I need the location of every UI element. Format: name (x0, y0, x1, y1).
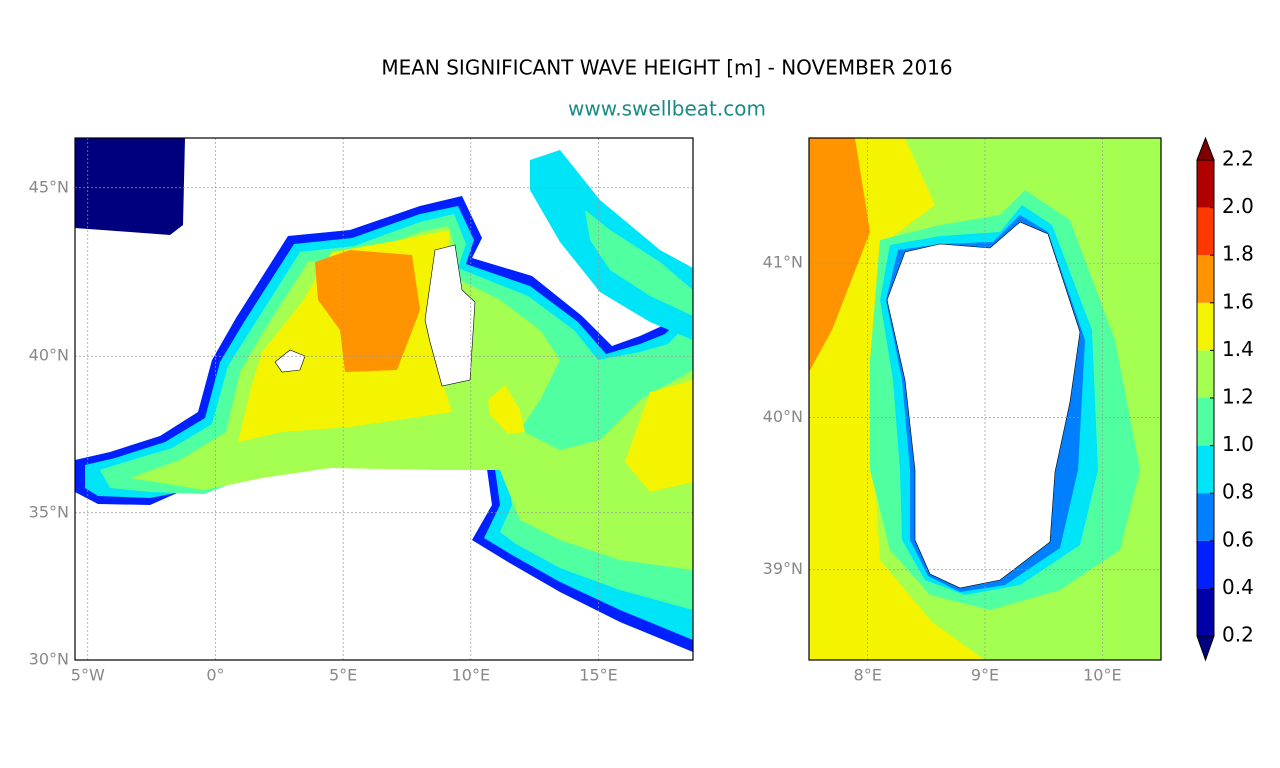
colorbar-segment (1197, 398, 1214, 446)
x-tick-label: 10°E (1083, 666, 1121, 685)
y-tick-label: 45°N (29, 177, 69, 196)
colorbar-segment (1197, 493, 1214, 541)
colorbar-label: 1.8 (1222, 242, 1254, 266)
subtitle: www.swellbeat.com (568, 97, 766, 121)
colorbar-segment (1197, 302, 1214, 351)
colorbar-label: 2.2 (1222, 147, 1254, 171)
x-tick-label: 8°E (854, 666, 882, 685)
colorbar-extend-low (1196, 635, 1215, 662)
map-mediterranean (75, 138, 693, 660)
colorbar-label: 0.6 (1222, 527, 1254, 551)
colorbar-label: 2.0 (1222, 194, 1254, 218)
colorbar-segment (1197, 588, 1214, 636)
map-frame (808, 137, 1162, 661)
colorbar-label: 0.4 (1222, 575, 1254, 599)
colorbar-segment (1197, 540, 1214, 589)
x-tick-label: 10°E (452, 666, 490, 685)
colorbar-label: 0.8 (1222, 480, 1254, 504)
colorbar-label: 1.0 (1222, 432, 1254, 456)
y-tick-label: 35°N (29, 502, 69, 521)
x-tick-label: 15°E (579, 666, 617, 685)
x-tick-label: 0° (206, 666, 224, 685)
colorbar-label: 1.4 (1222, 337, 1254, 361)
map-frame (74, 137, 694, 661)
y-tick-label: 30°N (29, 650, 69, 669)
y-tick-label: 41°N (763, 253, 803, 272)
colorbar-segment (1197, 350, 1214, 398)
y-tick-label: 40°N (29, 346, 69, 365)
colorbar-label: 1.6 (1222, 289, 1254, 313)
colorbar-extend-high (1196, 136, 1215, 161)
x-tick-label: 9°E (971, 666, 999, 685)
x-tick-label: 5°W (71, 666, 105, 685)
title: MEAN SIGNIFICANT WAVE HEIGHT [m] - NOVEM… (381, 56, 952, 80)
y-tick-label: 40°N (763, 407, 803, 426)
colorbar-segment (1197, 207, 1214, 256)
y-tick-label: 39°N (763, 559, 803, 578)
colorbar-segment (1197, 255, 1214, 303)
colorbar-segment (1197, 160, 1214, 208)
colorbar-segment (1197, 445, 1214, 494)
x-tick-label: 5°E (329, 666, 357, 685)
colorbar-label: 1.2 (1222, 385, 1254, 409)
colorbar-label: 0.2 (1222, 623, 1254, 647)
